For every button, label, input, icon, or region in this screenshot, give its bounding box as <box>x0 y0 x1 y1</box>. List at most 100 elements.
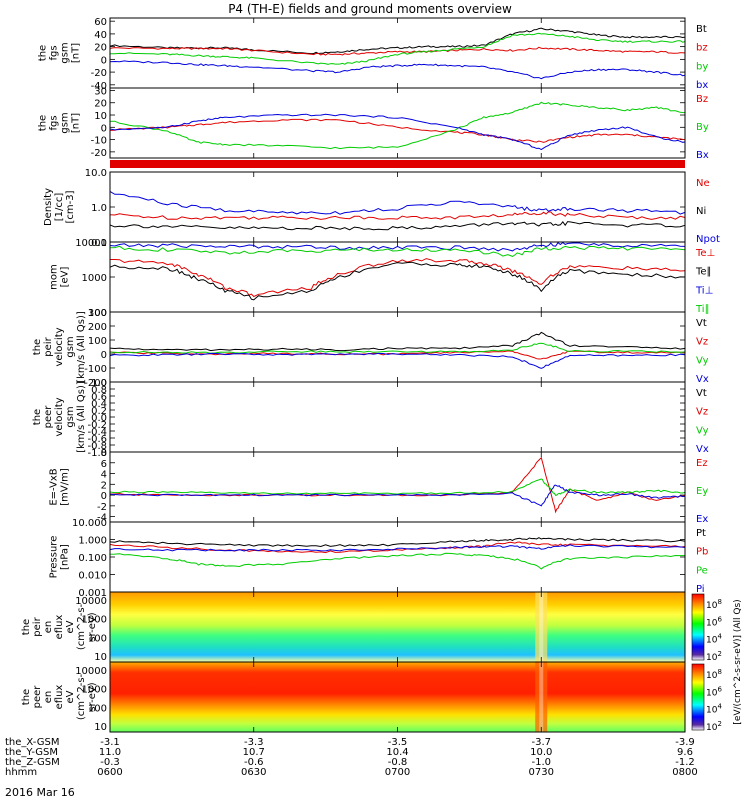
colorbar-gradient <box>691 663 705 731</box>
y-axis-label: sr-eV) <box>87 612 98 641</box>
y-tick-label: 200 <box>88 322 107 333</box>
y-tick-label: 60 <box>94 17 107 28</box>
y-tick-label: 0.4 <box>91 399 107 410</box>
y-tick-label: 0 <box>101 123 107 134</box>
y-axis-label: [nT] <box>71 43 82 63</box>
y-axis-label: E=-VxB <box>49 468 60 505</box>
y-axis-label: [nPa] <box>60 544 71 570</box>
y-tick-label: 1000 <box>82 273 107 284</box>
legend-label: Bt <box>696 24 707 35</box>
panel-3: 10.0 1.0 0.1 Ne Ni Npot Density [1/cc] [cm-3] <box>43 168 720 249</box>
y-axis-label: peir <box>43 336 54 356</box>
panel-frame <box>109 311 686 383</box>
legend-label: Vz <box>696 337 708 348</box>
x-row-value: 0730 <box>529 767 554 778</box>
panel-frame <box>109 17 686 89</box>
y-tick-label: 0.010 <box>78 571 107 582</box>
y-tick-label: 10 <box>94 722 107 733</box>
legend-label: Vy <box>696 425 709 436</box>
panel-10: 10000 1000 100 10 108 106 104 102 the peer en eflux… <box>21 661 722 733</box>
colorbar: 108 106 104 102 <box>691 663 722 733</box>
y-tick-label: 1000 <box>82 685 107 696</box>
panel-9: 10000 1000 100 10 108 106 104 102 [eV/(cm^2-s-sr… <box>21 591 743 725</box>
y-tick-label: -0.6 <box>87 434 107 445</box>
y-axis-label: peer <box>43 405 54 429</box>
legend-label: Bx <box>696 150 709 161</box>
panel-4: 10000 1000 100 Te⊥ Te∥ Ti⊥ Ti∥ mom [eV] <box>49 238 716 319</box>
panel-1: 60 40 200 -20 -40 Bt bz by bx the fgs gsm [nT] <box>38 17 709 92</box>
y-tick-label: -100 <box>84 364 107 375</box>
x-row-value: 11.0 <box>99 747 121 758</box>
series-line-by <box>110 32 686 65</box>
x-row-value: 10.0 <box>530 747 552 758</box>
legend-label: Pt <box>696 528 706 539</box>
y-axis-label: the <box>38 115 49 131</box>
legend-label: Bz <box>696 94 708 105</box>
legend-label: Ni <box>696 206 706 217</box>
legend-label: Ex <box>696 514 708 525</box>
y-axis-label: [nT] <box>71 113 82 133</box>
colorbar-tick-exponent: 2 <box>717 720 721 728</box>
colorbar-tick-exponent: 8 <box>717 598 721 606</box>
y-tick-label: -4 <box>97 513 107 524</box>
series-line-Pe <box>109 552 685 570</box>
x-row-value: -3.9 <box>675 737 695 748</box>
colorbar-tick-exponent: 4 <box>717 633 722 641</box>
y-tick-label: 20 <box>94 99 107 110</box>
legend-label: Te∥ <box>695 267 712 278</box>
x-axis-annotation: the_X-GSM -3.1 -3.3 -3.5 -3.7 -3.9 the_Y-GSM 11… <box>5 737 698 778</box>
y-tick-label: 30 <box>94 86 107 97</box>
x-row-value: 0600 <box>97 767 122 778</box>
legend-label: Pb <box>696 547 708 558</box>
y-tick-label: 0 <box>101 55 107 66</box>
x-row-label: the_X-GSM <box>5 737 59 748</box>
y-tick-label: 0.1 <box>91 238 107 249</box>
series-line-Bz <box>109 118 686 143</box>
y-axis-label: the <box>32 409 43 425</box>
panel-5: 300 200 100 0 -100 -200 Vt Vz Vy Vx the peir velocit… <box>32 308 709 389</box>
colorbar-tick-exponent: 4 <box>717 703 722 711</box>
legend-label: Vt <box>696 388 707 399</box>
y-tick-label: 300 <box>88 308 107 319</box>
legend-label: Te⊥ <box>695 248 715 259</box>
y-axis-label: [cm-3] <box>65 190 76 223</box>
y-axis-label: velocity <box>54 397 65 436</box>
legend-label: bx <box>696 80 708 91</box>
colorbar-tick-label: 102 <box>706 650 722 663</box>
spectrogram-burst-core <box>539 662 544 732</box>
series-line-By <box>109 101 686 150</box>
y-tick-label: 0.001 <box>78 588 107 599</box>
series-line-Pt <box>109 537 686 548</box>
y-tick-label: 40 <box>94 30 107 41</box>
spectrogram-burst <box>535 592 548 662</box>
legend-label: Vx <box>696 374 709 385</box>
y-tick-label: -1.0 <box>87 448 107 459</box>
colorbar: 108 106 104 102 <box>691 593 722 663</box>
x-row-value: 10.4 <box>386 747 408 758</box>
panel-frame <box>109 381 686 453</box>
x-row-value: -3.1 <box>100 737 120 748</box>
legend-label: Ez <box>696 458 708 469</box>
x-row-label: the_Z-GSM <box>5 757 60 768</box>
separator-bar <box>110 160 685 168</box>
y-tick-label: -20 <box>91 148 107 159</box>
y-axis-label: eV <box>65 690 76 703</box>
colorbar-tick-exponent: 2 <box>717 650 721 658</box>
y-tick-label: 0.0 <box>91 413 107 424</box>
legend-label: Vz <box>696 407 708 418</box>
y-axis-label: eflux <box>54 615 65 640</box>
y-tick-label: 10 <box>94 652 107 663</box>
y-tick-label: 1.0 <box>91 378 107 389</box>
y-tick-label: 10000 <box>75 596 107 607</box>
x-row-value: -3.3 <box>244 737 264 748</box>
y-axis-label: fgs <box>49 115 60 130</box>
y-axis-label: [km/s (All Qs)] <box>76 381 87 453</box>
y-axis-label: peir <box>32 616 43 636</box>
x-row-value: 10.7 <box>243 747 265 758</box>
y-axis-label: (cm^2-s- <box>76 673 87 720</box>
x-row-value: -1.2 <box>675 757 695 768</box>
y-axis-label: [mV/m] <box>60 468 71 506</box>
y-axis-label: gsm <box>60 112 71 133</box>
y-axis-label: en <box>43 691 54 704</box>
